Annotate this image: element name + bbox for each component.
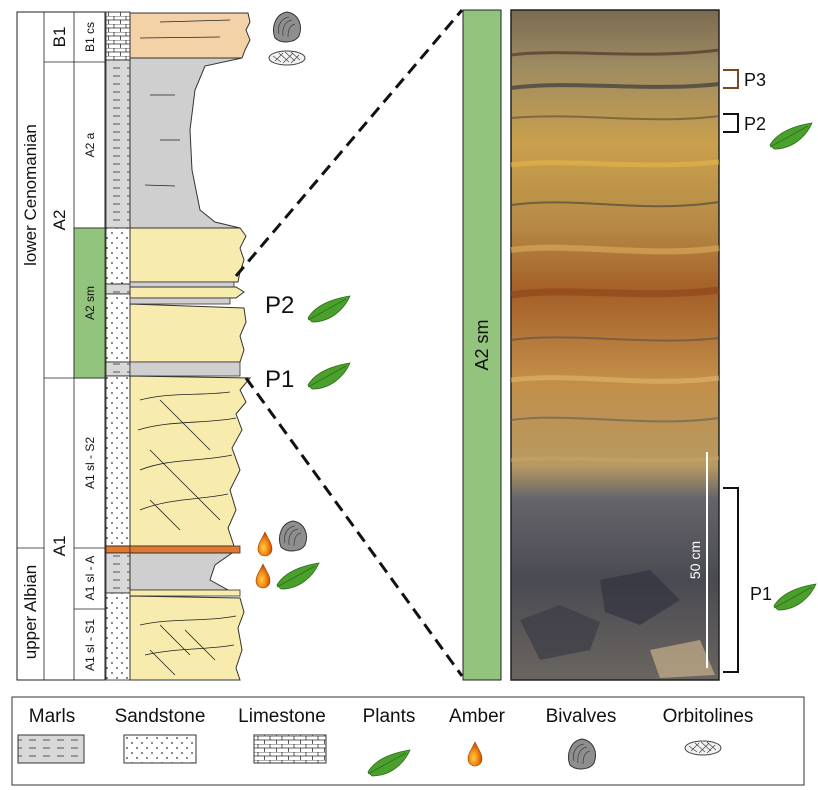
outcrop-photo-panel: A2 sm 50 cm P3: [462, 9, 817, 681]
svg-text:Bivalves: Bivalves: [546, 706, 617, 727]
scale-bar-label: 50 cm: [687, 541, 703, 579]
svg-text:Sandstone: Sandstone: [115, 706, 206, 727]
legend-item-plants: Plants: [363, 706, 416, 777]
member-label-a1sl-s2: A1 sl - S2: [83, 437, 97, 489]
legend: Marls Sandstone Limestone Plants Amber B…: [11, 696, 805, 786]
photo-unit-label: A2 sm: [472, 319, 492, 370]
connector-line-top: [234, 9, 464, 277]
svg-text:Amber: Amber: [449, 706, 506, 727]
svg-text:Plants: Plants: [363, 706, 416, 727]
member-label-a1sl-a: A1 sl - A: [83, 556, 97, 601]
formation-label-b1: B1: [50, 27, 69, 48]
amber-drop-icon: [255, 563, 271, 589]
formation-label-a1: A1: [50, 536, 69, 557]
amber-drop-icon: [257, 531, 273, 557]
orbitoline-icon: [268, 50, 306, 66]
weathering-profile: [129, 12, 252, 681]
sandstone-pattern-icon: [123, 734, 197, 764]
member-a2sm-highlight: [73, 227, 106, 379]
lithology-pattern-strip: [105, 11, 131, 681]
leaf-icon: [276, 562, 320, 590]
limestone-pattern-icon: [253, 734, 327, 764]
legend-item-bivalves: Bivalves: [546, 706, 617, 770]
column-level-p2: P2: [265, 292, 351, 323]
bivalve-icon: [273, 11, 301, 43]
photo-marker-p1: P1: [723, 487, 817, 673]
stage-label-lower-cenomanian: lower Cenomanian: [21, 124, 40, 266]
photo-marker-p2: P2: [723, 113, 813, 150]
legend-item-marls: Marls: [17, 706, 85, 764]
legend-item-amber: Amber: [449, 706, 506, 767]
leaf-icon: [307, 362, 351, 390]
orbitoline-icon: [684, 740, 722, 756]
leaf-icon: [307, 295, 351, 323]
stage-label-upper-albian: upper Albian: [21, 565, 40, 660]
member-label-a2a: A2 a: [83, 132, 97, 157]
stratigraphic-column: lower Cenomanian upper Albian B1 A2 A1 B…: [16, 11, 106, 681]
leaf-icon: [769, 122, 813, 150]
leaf-icon: [773, 583, 817, 611]
column-level-p1: P1: [265, 362, 351, 393]
svg-text:Orbitolines: Orbitolines: [663, 706, 754, 727]
svg-text:P1: P1: [750, 584, 772, 604]
connector-line-bottom: [244, 377, 464, 677]
legend-item-orbitolines: Orbitolines: [663, 706, 754, 756]
svg-text:Limestone: Limestone: [238, 706, 326, 727]
svg-text:P2: P2: [265, 292, 294, 319]
member-label-b1cs: B1 cs: [83, 22, 97, 52]
legend-item-limestone: Limestone: [238, 706, 327, 764]
marls-pattern-icon: [17, 734, 85, 764]
svg-text:P2: P2: [744, 114, 766, 134]
bivalve-icon: [279, 520, 307, 552]
legend-item-sandstone: Sandstone: [115, 706, 206, 764]
svg-text:P3: P3: [744, 70, 766, 90]
formation-label-a2: A2: [50, 210, 69, 231]
outcrop-photo: 50 cm: [510, 9, 720, 681]
svg-text:P1: P1: [265, 366, 294, 393]
photo-unit-bar: [462, 9, 502, 681]
photo-marker-p3: P3: [723, 69, 766, 90]
member-label-a2sm: A2 sm: [83, 286, 97, 320]
svg-text:Marls: Marls: [29, 706, 75, 727]
member-label-a1sl-s1: A1 sl - S1: [83, 619, 97, 671]
